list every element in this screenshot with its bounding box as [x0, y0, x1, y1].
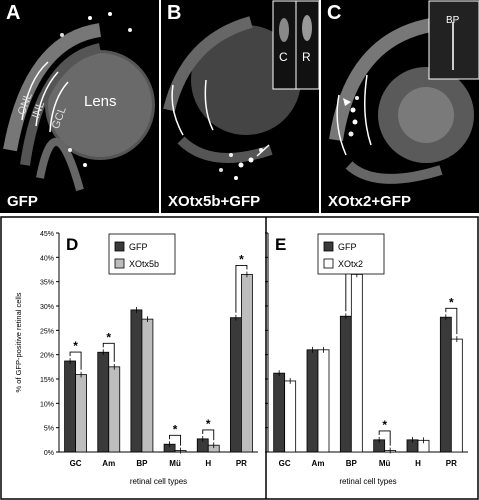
micrograph-panel-c: C BP XOtx2+GFP: [321, 0, 479, 213]
chart-e-legend-label: XOtx2: [338, 259, 363, 269]
chart-d-significance-star: *: [73, 339, 78, 353]
chart-e-category-label: Mü: [379, 459, 391, 468]
chart-e-legend-swatch: [323, 241, 334, 252]
chart-d-significance-star: *: [239, 252, 244, 266]
chart-d-significance-bracket: [102, 342, 115, 362]
bar-charts-d-e: 0% 5% 10% 15% 20% 25% 30% 35% 40% 45% D GC * Am * BP Mü *…: [0, 216, 479, 500]
chart-d-bar: [64, 360, 76, 453]
chart-d-y-tick-label: 15%: [40, 377, 54, 384]
chart-e-category-label: BP: [346, 459, 358, 468]
chart-d-significance-bracket: [202, 429, 215, 441]
chart-d-category-label: BP: [136, 459, 148, 468]
chart-e-significance-bracket: [445, 307, 458, 335]
chart-e-significance-bracket: [378, 430, 391, 446]
chart-d-significance-bracket: [235, 264, 248, 313]
panel-caption-a: GFP: [7, 193, 38, 210]
chart-d-y-tick-label: 25%: [40, 328, 54, 335]
chart-e-significance-star: *: [382, 418, 387, 432]
chart-e-category-label: GC: [279, 459, 291, 468]
chart-e-bar: [339, 315, 352, 453]
chart-d-bar: [97, 351, 110, 453]
chart-d-y-tick-label: 10%: [40, 401, 54, 408]
inset-label-c: C: [279, 50, 288, 64]
chart-d-y-tick-label: 40%: [40, 255, 54, 262]
chart-d-significance-bracket: [69, 351, 82, 370]
chart-d-category-label: H: [205, 459, 211, 468]
chart-e-bar: [439, 316, 452, 453]
retina-xotx2-image: [329, 0, 479, 184]
panel-caption-b: XOtx5b+GFP: [168, 193, 261, 210]
chart-e-significance-star: *: [449, 295, 454, 309]
chart-e-panel-letter: E: [275, 235, 286, 254]
chart-d-y-tick-label: 35%: [40, 280, 54, 287]
chart-d-x-axis-label: retinal cell types: [130, 477, 187, 486]
chart-d-significance-star: *: [106, 330, 111, 344]
retina-xotx5b-image: [163, 0, 319, 180]
chart-e-category-label: Am: [312, 459, 325, 468]
chart-e-bar: [306, 349, 319, 453]
chart-d-bar: [108, 366, 121, 453]
chart-e-bar: [273, 372, 286, 453]
chart-d-y-tick-label: 0%: [44, 450, 54, 457]
chart-d-bar: [130, 309, 143, 453]
chart-e-category-label: H: [415, 459, 421, 468]
chart-e-bar: [317, 349, 330, 453]
bar-chart-svg: 0% 5% 10% 15% 20% 25% 30% 35% 40% 45% D GC * Am * BP Mü *…: [0, 216, 479, 500]
panel-caption-c: XOtx2+GFP: [328, 193, 411, 210]
lens-label: Lens: [84, 93, 117, 110]
chart-d-category-label: Am: [102, 459, 115, 468]
chart-d-bar: [75, 374, 87, 453]
chart-d-category-label: PR: [236, 459, 247, 468]
chart-d-bar: [230, 317, 242, 453]
chart-d-significance-star: *: [173, 422, 178, 436]
chart-d-y-tick-label: 45%: [40, 231, 54, 238]
chart-d-y-tick-label: 5%: [44, 426, 54, 433]
retina-gfp-image: [3, 12, 155, 192]
chart-d-significance-bracket: [169, 434, 182, 446]
micrograph-panel-a: A ONL INL GCL Lens GFP: [0, 0, 159, 213]
figure-frame: [0, 216, 479, 500]
inset-label-r: R: [302, 50, 311, 64]
chart-d-bar: [141, 318, 154, 453]
chart-d-category-label: GC: [70, 459, 82, 468]
chart-d-legend-swatch: [114, 258, 125, 269]
chart-d-panel-letter: D: [66, 235, 78, 254]
inset-label-bp: BP: [446, 15, 460, 26]
chart-d-legend-label: XOtx5b: [129, 259, 159, 269]
chart-e-bar: [284, 380, 297, 453]
chart-e-x-axis-label: retinal cell types: [339, 477, 396, 486]
chart-e-category-label: PR: [446, 459, 457, 468]
chart-e-legend-swatch: [323, 258, 334, 269]
micrograph-panel-b: B C R XOtx5b+GFP: [161, 0, 319, 213]
chart-e-legend-label: GFP: [338, 242, 357, 252]
chart-e-bar: [450, 338, 463, 453]
panel-letter-c: C: [327, 2, 342, 24]
chart-d-significance-star: *: [206, 417, 211, 431]
chart-d-y-tick-label: 30%: [40, 304, 54, 311]
chart-d-y-tick-label: 20%: [40, 353, 54, 360]
chart-d-y-axis-label: % of GFP-positive retinal cells: [14, 292, 23, 392]
chart-d-legend-swatch: [114, 241, 125, 252]
panel-letter-a: A: [6, 2, 21, 24]
chart-d-legend-label: GFP: [129, 242, 148, 252]
chart-d-bar: [241, 273, 253, 453]
chart-e-bar: [350, 273, 363, 453]
panel-letter-b: B: [167, 2, 182, 24]
chart-d-category-label: Mü: [169, 459, 181, 468]
